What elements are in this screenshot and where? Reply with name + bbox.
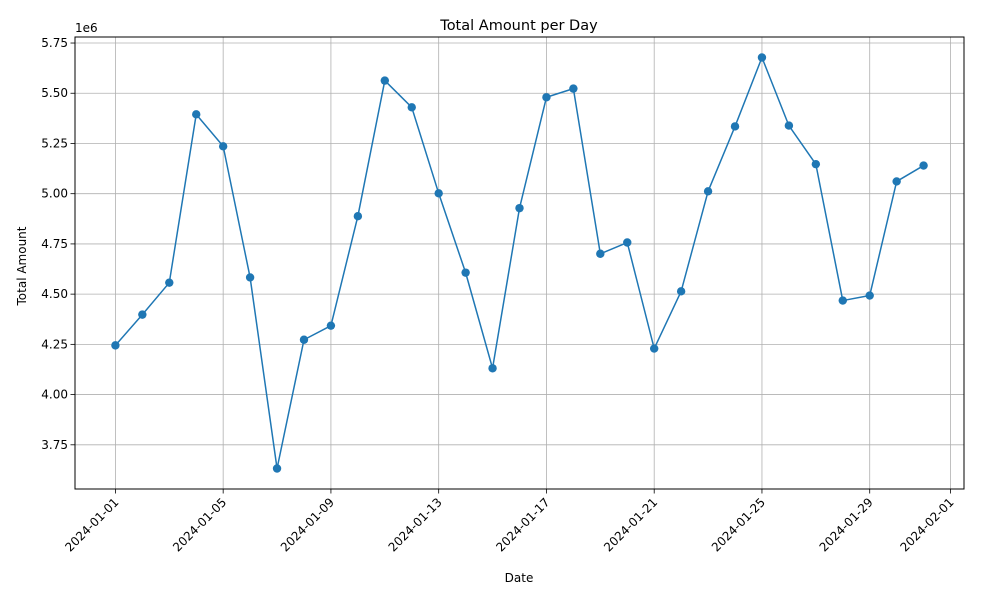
y-tick-label: 5.50 bbox=[41, 86, 68, 100]
data-point bbox=[380, 76, 390, 85]
data-point bbox=[542, 93, 551, 102]
y-tick-label: 4.75 bbox=[41, 237, 68, 251]
data-point bbox=[407, 103, 416, 112]
x-tick-label: 2024-01-17 bbox=[493, 495, 552, 554]
x-tick-label: 2024-01-05 bbox=[170, 495, 229, 554]
y-tick-label: 5.00 bbox=[41, 187, 68, 201]
data-point bbox=[111, 341, 120, 350]
y-axis-label: Total Amount bbox=[15, 226, 29, 306]
data-point bbox=[461, 268, 470, 277]
x-tick-label: 2024-01-29 bbox=[817, 495, 876, 554]
data-point bbox=[919, 161, 928, 170]
x-axis-label: Date bbox=[505, 571, 534, 585]
data-point bbox=[218, 142, 228, 151]
data-point bbox=[138, 310, 147, 319]
data-point bbox=[730, 122, 740, 131]
x-tick-label: 2024-01-25 bbox=[709, 495, 768, 554]
series-line-layer bbox=[114, 56, 924, 470]
data-point bbox=[272, 464, 282, 473]
x-tick-label: 2024-02-01 bbox=[897, 495, 956, 554]
chart-title: Total Amount per Day bbox=[439, 18, 598, 34]
data-point-markers bbox=[111, 53, 928, 473]
data-point bbox=[703, 187, 713, 196]
y-tick-label: 3.75 bbox=[41, 438, 68, 452]
data-point bbox=[757, 53, 767, 62]
data-point bbox=[326, 321, 336, 330]
y-tick-label: 5.25 bbox=[41, 136, 68, 150]
data-point bbox=[892, 177, 901, 186]
data-point bbox=[838, 296, 847, 305]
data-point bbox=[676, 287, 686, 296]
y-tick-label: 4.00 bbox=[41, 388, 68, 402]
x-tick-label: 2024-01-09 bbox=[278, 495, 337, 554]
grid-lines bbox=[75, 37, 964, 489]
data-point bbox=[434, 189, 443, 198]
data-point bbox=[299, 335, 309, 344]
data-point bbox=[865, 291, 874, 300]
data-point bbox=[245, 273, 255, 282]
data-point bbox=[649, 344, 659, 353]
data-point bbox=[784, 121, 794, 130]
y-tick-label: 5.75 bbox=[41, 36, 68, 50]
data-point bbox=[353, 211, 363, 221]
data-point bbox=[165, 278, 174, 287]
x-axis-ticks: 2024-01-01 2024-01-05 2024-01-09 2024-01-13… bbox=[62, 489, 957, 554]
y-tick-label: 4.50 bbox=[41, 287, 68, 301]
x-tick-label: 2024-01-01 bbox=[62, 495, 121, 554]
plot-area-frame bbox=[74, 36, 965, 490]
data-point bbox=[811, 159, 821, 169]
data-point bbox=[569, 84, 578, 93]
series-line bbox=[114, 56, 924, 470]
data-point bbox=[488, 364, 497, 373]
y-axis-ticks: 3.75 4.00 4.25 4.50 4.75 5.00 5.25 5.50 5.75 bbox=[41, 36, 75, 452]
x-tick-label: 2024-01-21 bbox=[601, 495, 660, 554]
data-point bbox=[596, 249, 605, 258]
y-axis-offset-label: 1e6 bbox=[75, 21, 98, 35]
y-tick-label: 4.25 bbox=[41, 337, 68, 351]
data-point bbox=[192, 110, 201, 119]
data-point bbox=[623, 238, 632, 247]
x-tick-label: 2024-01-13 bbox=[386, 495, 445, 554]
data-point bbox=[515, 203, 524, 213]
